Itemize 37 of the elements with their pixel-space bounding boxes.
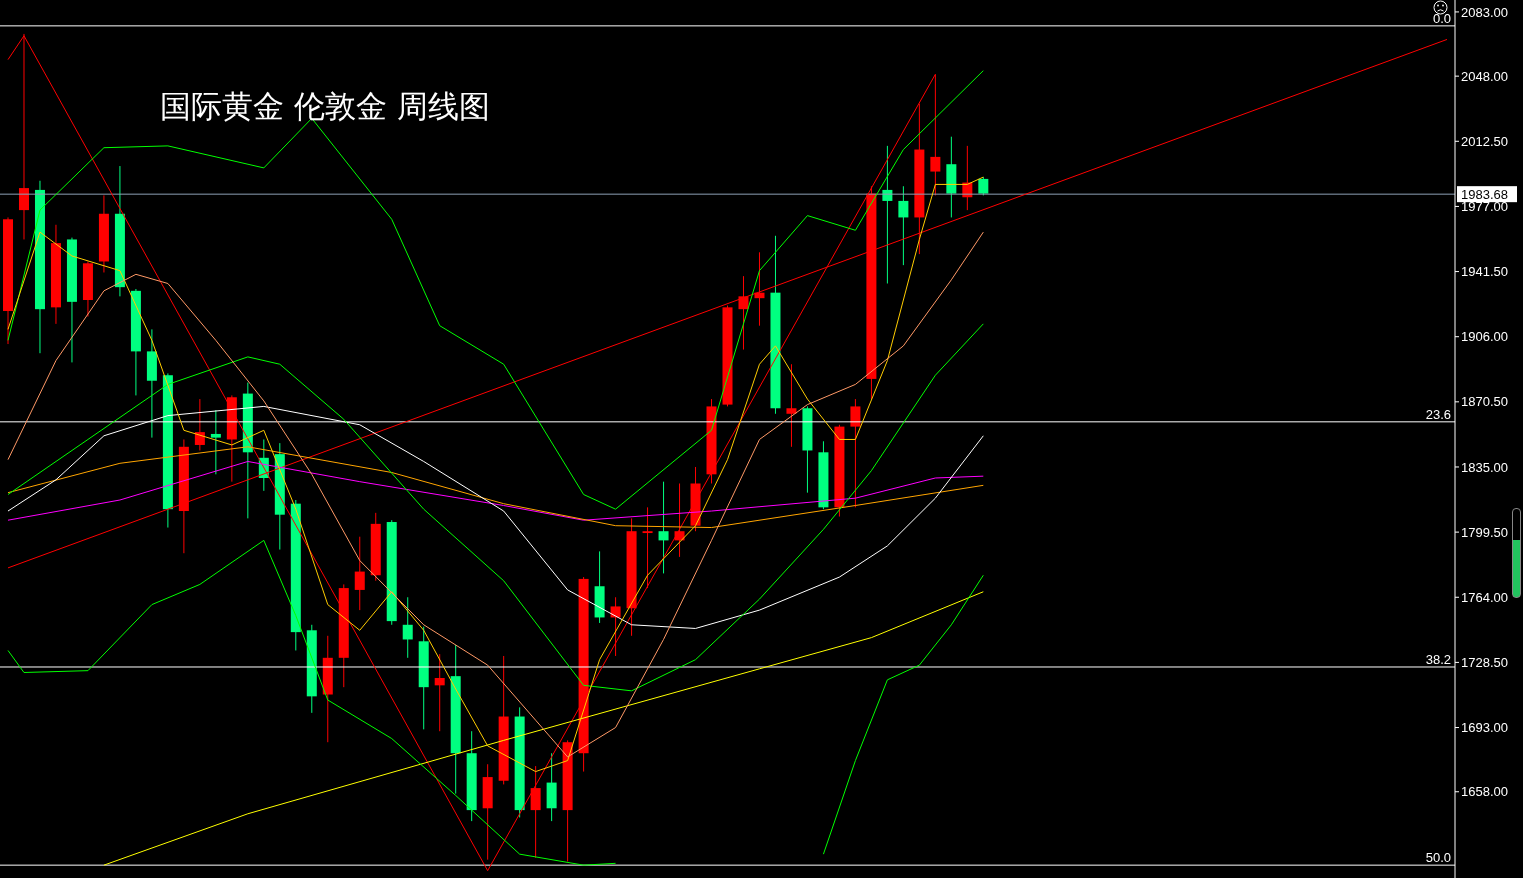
candlestick	[402, 596, 413, 659]
annotation: 50.0	[1425, 850, 1452, 866]
candlestick	[610, 596, 621, 657]
y-tick-label: 1835.00	[1461, 459, 1508, 475]
candlestick	[658, 481, 669, 574]
y-tick-label: 2083.00	[1461, 4, 1508, 20]
candlestick	[882, 145, 893, 284]
line-series	[7, 539, 617, 866]
y-tick-label: 1728.50	[1461, 655, 1508, 671]
candlestick	[194, 398, 205, 451]
candlestick	[786, 363, 797, 448]
y-tick-label: 2048.00	[1461, 68, 1508, 84]
candlestick	[738, 275, 749, 351]
line-series	[7, 70, 984, 510]
candlestick	[354, 536, 365, 611]
y-tick-label: 1906.00	[1461, 329, 1508, 345]
y-tick-label: 2012.50	[1461, 133, 1508, 149]
y-tick-label: 1799.50	[1461, 524, 1508, 540]
candlestick	[898, 185, 909, 266]
annotation: 23.6	[1425, 406, 1452, 422]
candlestick	[210, 409, 221, 475]
line-series	[7, 460, 984, 521]
y-tick-label: 1941.50	[1461, 264, 1508, 280]
candlestick	[530, 765, 541, 859]
text: 国际黄金 伦敦金 周线图	[160, 87, 490, 126]
annotation: 38.2	[1425, 651, 1452, 667]
candlestick	[850, 398, 861, 508]
annotation: 0.0	[1432, 10, 1452, 26]
line-series	[822, 574, 984, 855]
y-tick-label: 1870.50	[1461, 394, 1508, 410]
line-series	[103, 591, 984, 866]
y-tick-label: 1764.00	[1461, 589, 1508, 605]
line-series	[7, 323, 984, 692]
line-series	[7, 446, 984, 529]
candlestick	[434, 653, 445, 732]
y-tick-label: 1693.00	[1461, 720, 1508, 736]
y-tick-label: 1658.00	[1461, 784, 1508, 800]
